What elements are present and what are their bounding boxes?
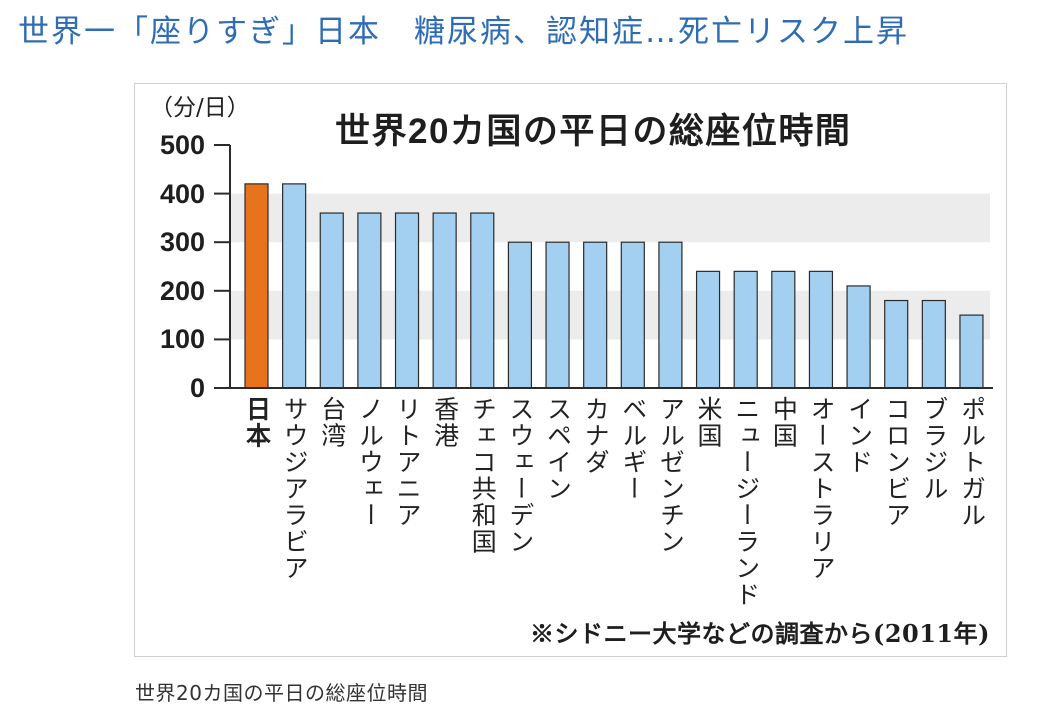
category-label: ブラジル <box>919 396 949 502</box>
chart-figure: 世界20カ国の平日の総座位時間 （分/日） ※シドニー大学などの調査から(201… <box>134 83 1007 657</box>
category-label: アルゼンチン <box>656 396 686 555</box>
category-label: ポルトガル <box>957 396 987 529</box>
article-headline: 世界一「座りすぎ」日本 糖尿病、認知症…死亡リスク上昇 <box>18 14 909 50</box>
bar <box>658 241 683 389</box>
bar <box>771 270 796 389</box>
bar <box>808 270 834 389</box>
figure-caption: 世界20カ国の平日の総座位時間 <box>135 681 428 705</box>
category-label: カナダ <box>581 396 611 476</box>
y-axis-unit-label: （分/日） <box>150 95 250 121</box>
category-label: サウジアラビア <box>280 396 310 582</box>
bar <box>394 212 420 389</box>
category-label: ベルギー <box>618 396 648 502</box>
bar <box>884 299 909 389</box>
category-label: 日本 <box>242 396 272 449</box>
y-tick-label: 300 <box>159 227 205 258</box>
category-label: リトアニア <box>393 396 423 529</box>
bar-chart-plot <box>214 144 993 389</box>
bar <box>282 183 307 389</box>
grid-band <box>230 290 990 340</box>
category-label: 米国 <box>694 396 724 449</box>
grid-band <box>230 193 990 243</box>
category-label: コロンビア <box>882 396 912 529</box>
category-label: チェコ共和国 <box>468 396 498 555</box>
bar <box>583 241 608 389</box>
category-label: オーストラリア <box>806 396 836 582</box>
category-label: 台湾 <box>317 396 347 449</box>
category-label: 香港 <box>430 396 460 449</box>
bar-highlight <box>244 183 269 389</box>
bar <box>545 241 570 389</box>
category-label: スペイン <box>543 396 573 502</box>
y-tick-label: 0 <box>189 373 205 403</box>
y-tick-label: 200 <box>159 275 205 306</box>
y-tick-label: 100 <box>159 324 205 355</box>
chart-source-note: ※シドニー大学などの調査から(2011年) <box>529 619 990 648</box>
bar <box>695 270 721 389</box>
bar <box>507 241 533 389</box>
bar <box>470 212 495 389</box>
bar <box>319 212 344 389</box>
category-label: インド <box>844 396 874 476</box>
bar <box>432 212 457 389</box>
bar <box>846 285 871 389</box>
y-tick-label: 400 <box>159 178 205 209</box>
bar <box>357 212 382 389</box>
bar <box>733 270 758 389</box>
category-label: ニュージーランド <box>731 396 761 608</box>
category-label: 中国 <box>769 396 799 449</box>
chart-title: 世界20カ国の平日の総座位時間 <box>335 112 852 151</box>
bar <box>959 314 984 389</box>
category-label: スウェーデン <box>505 396 535 555</box>
category-label: ノルウェー <box>355 396 385 529</box>
y-tick-label: 500 <box>159 130 205 160</box>
bar <box>620 241 645 389</box>
bar <box>921 299 946 389</box>
